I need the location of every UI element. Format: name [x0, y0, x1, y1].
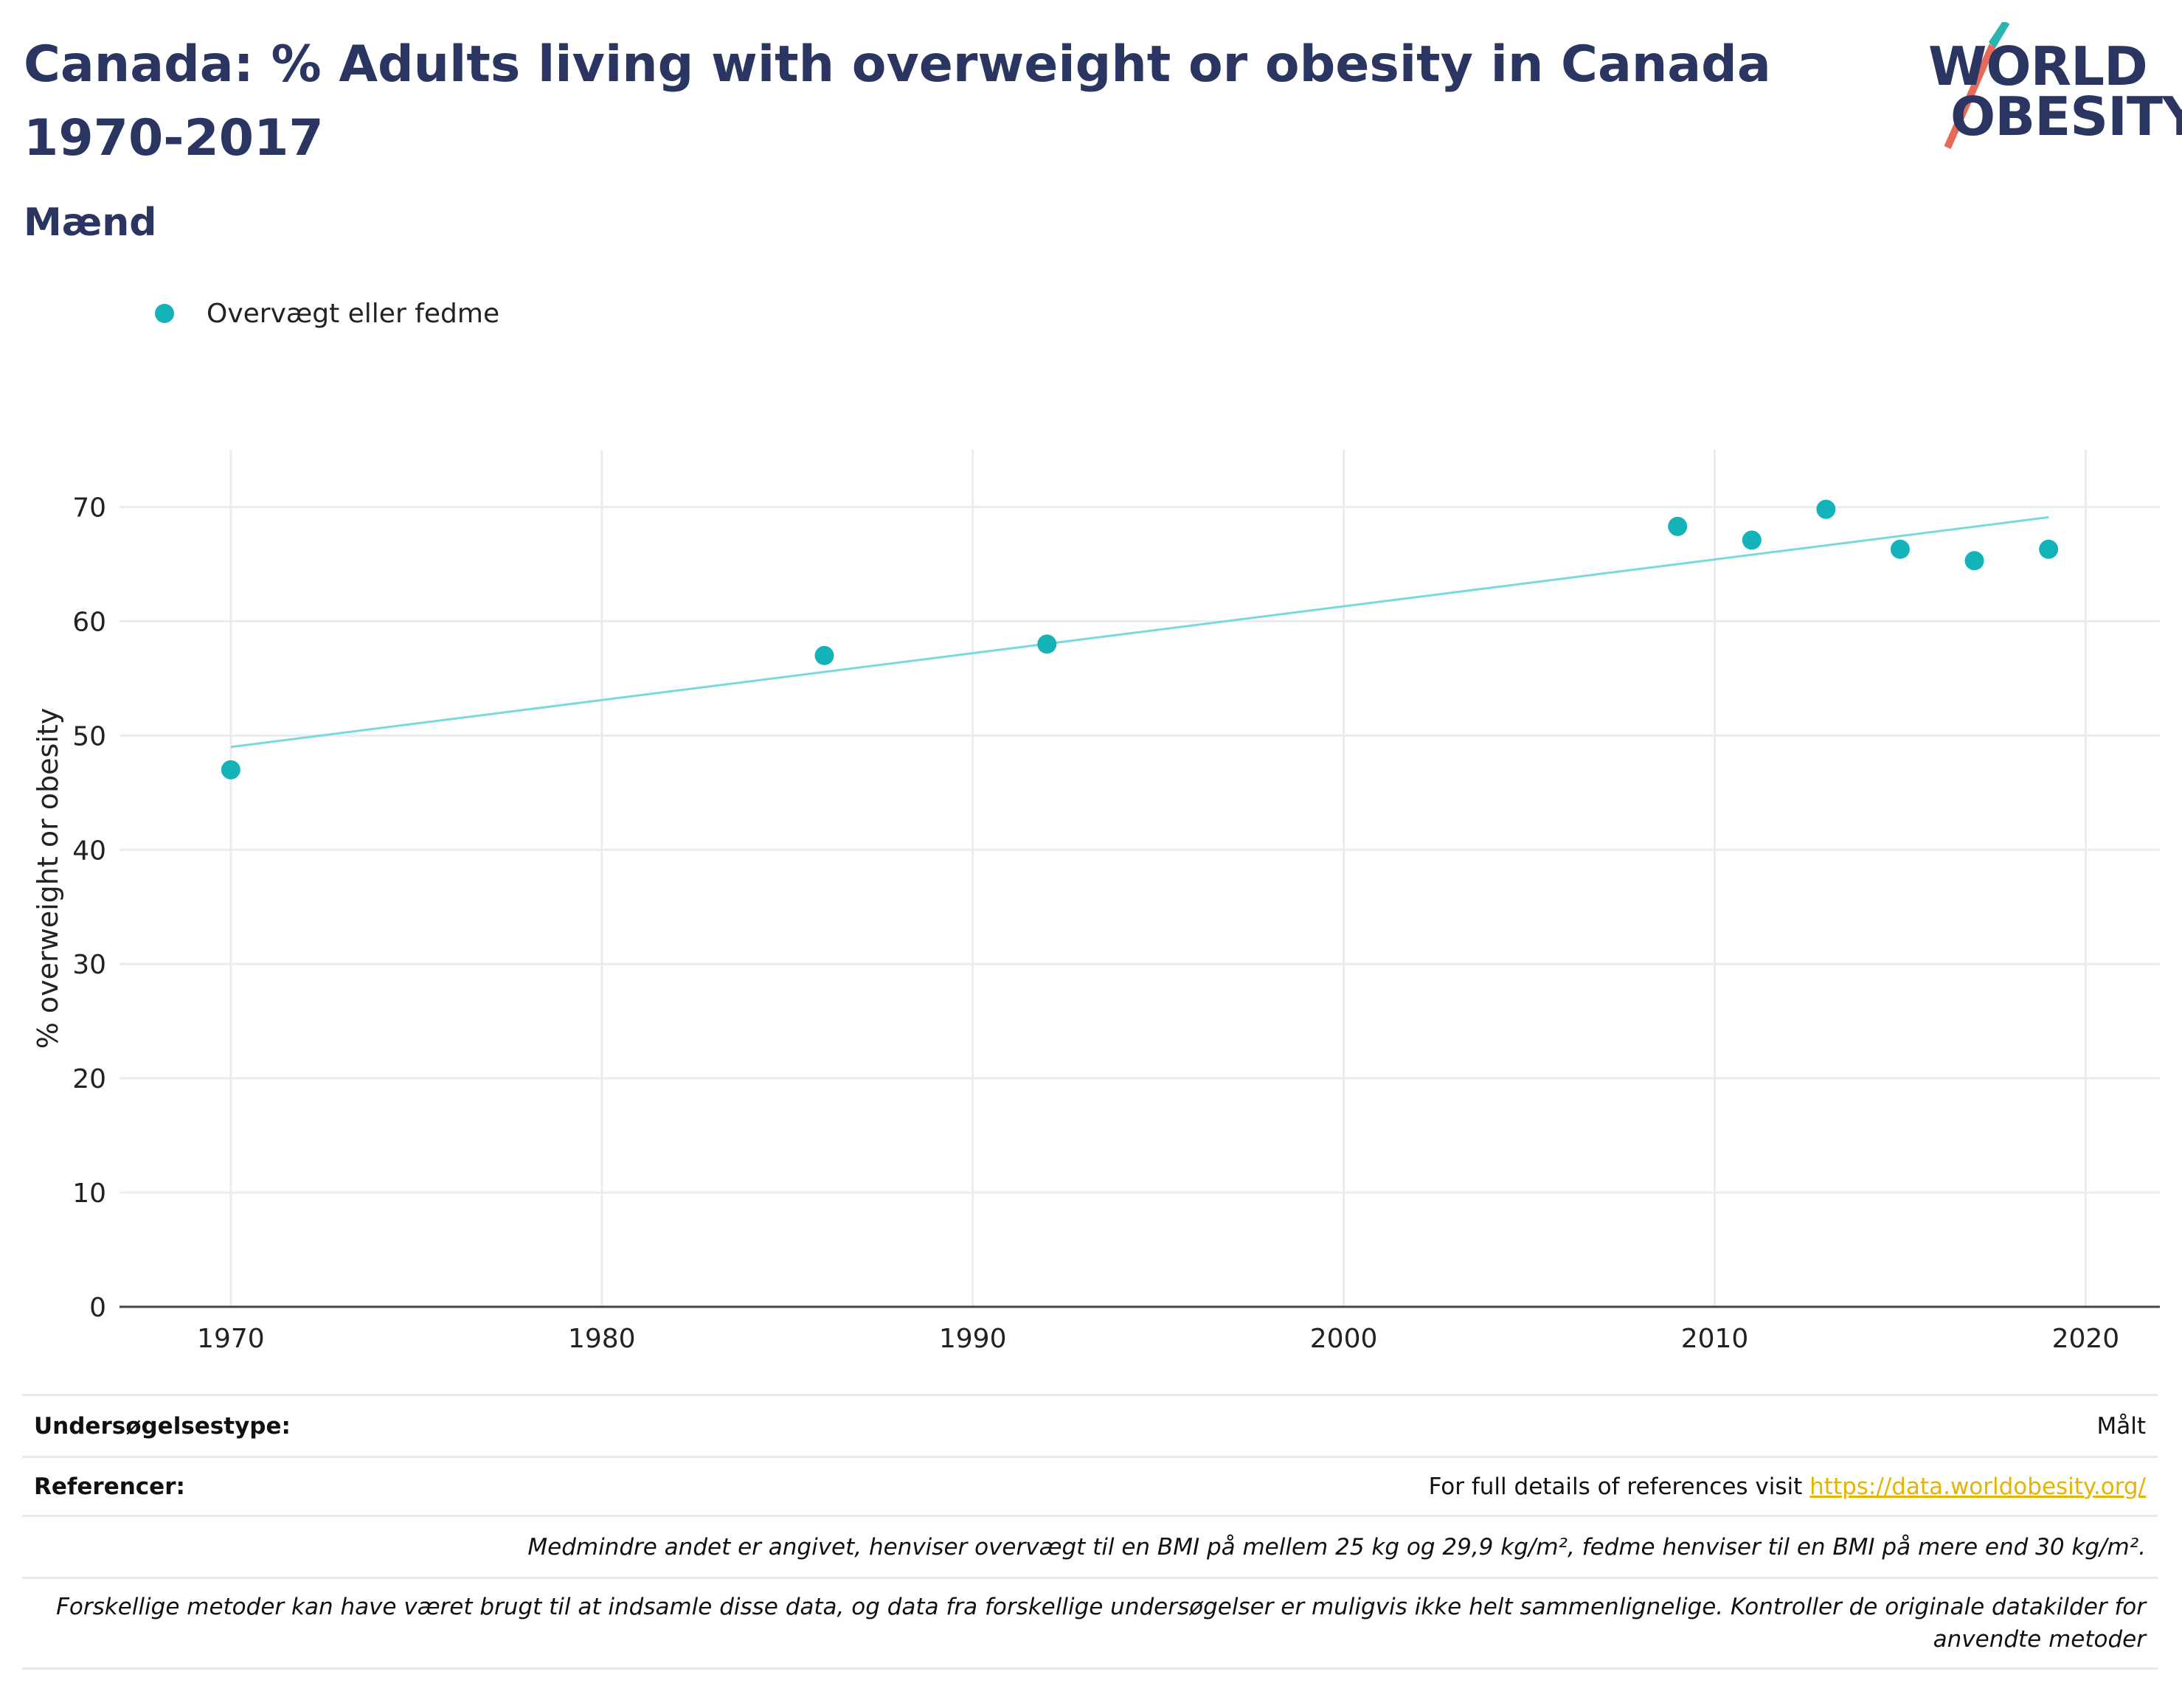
note-row-1: Medmindre andet er angivet, henviser ove…: [22, 1515, 2158, 1577]
chart-title: Canada: % Adults living with overweight …: [24, 35, 1771, 167]
x-tick-label: 2010: [1681, 1324, 1749, 1354]
x-tick-label: 1980: [568, 1324, 636, 1354]
data-point: [2039, 539, 2059, 559]
references-label: Referencer:: [34, 1473, 185, 1500]
logo-line-2: OBESITY: [1950, 86, 2182, 147]
data-point: [1964, 551, 1984, 571]
x-tick-label: 2000: [1310, 1324, 1378, 1354]
y-tick-label: 10: [72, 1178, 106, 1209]
logo-slash-icon: [1944, 22, 2010, 150]
logo-line-1: WORLD: [1928, 35, 2148, 97]
methods-note: Forskellige metoder kan have været brugt…: [56, 1594, 2146, 1653]
x-tick-label: 1990: [939, 1324, 1007, 1354]
x-tick-label: 2020: [2052, 1324, 2120, 1354]
survey-type-row: Undersøgelsestype: Målt: [22, 1394, 2158, 1456]
survey-type-value: Målt: [2096, 1412, 2146, 1440]
data-point: [221, 760, 240, 780]
data-point: [1890, 539, 1910, 559]
y-tick-label: 60: [72, 607, 106, 637]
references-link[interactable]: https://data.worldobesity.org/: [1809, 1473, 2146, 1500]
legend: Overvægt eller fedme: [155, 295, 499, 332]
y-tick-label: 40: [72, 836, 106, 866]
x-tick-label: 1970: [197, 1324, 265, 1354]
info-table: Undersøgelsestype: Målt Referencer: For …: [22, 1394, 2158, 1670]
data-point: [1816, 499, 1836, 519]
data-point: [1668, 516, 1688, 536]
note-row-2: Forskellige metoder kan have været brugt…: [22, 1577, 2158, 1670]
references-value: For full details of references visit htt…: [1429, 1473, 2146, 1500]
trend-line: [230, 515, 2049, 749]
legend-label: Overvægt eller fedme: [207, 298, 500, 329]
references-row: Referencer: For full details of referenc…: [22, 1456, 2158, 1515]
data-point: [1742, 530, 1762, 550]
legend-marker: [155, 304, 174, 323]
y-axis-label: % overweight or obesity: [32, 708, 64, 1049]
world-obesity-logo: WORLD OBESITY: [1918, 22, 2182, 155]
data-point: [1037, 634, 1057, 654]
references-text: For full details of references visit: [1428, 1473, 1803, 1500]
y-tick-label: 30: [72, 950, 106, 980]
y-tick-label: 0: [89, 1293, 106, 1323]
data-point: [814, 645, 834, 665]
scatter-chart: 0 10 20 30 40 50 60 70 1970 1980 1990 2000 2010 2020%…: [32, 450, 2160, 1354]
survey-type-label: Undersøgelsestype:: [34, 1412, 291, 1440]
y-tick-label: 50: [72, 721, 106, 751]
y-tick-label: 70: [72, 493, 106, 523]
y-tick-label: 20: [72, 1064, 106, 1094]
chart-subtitle: Mænd: [24, 201, 157, 245]
definition-note: Medmindre andet er angivet, henviser ove…: [527, 1533, 2146, 1561]
